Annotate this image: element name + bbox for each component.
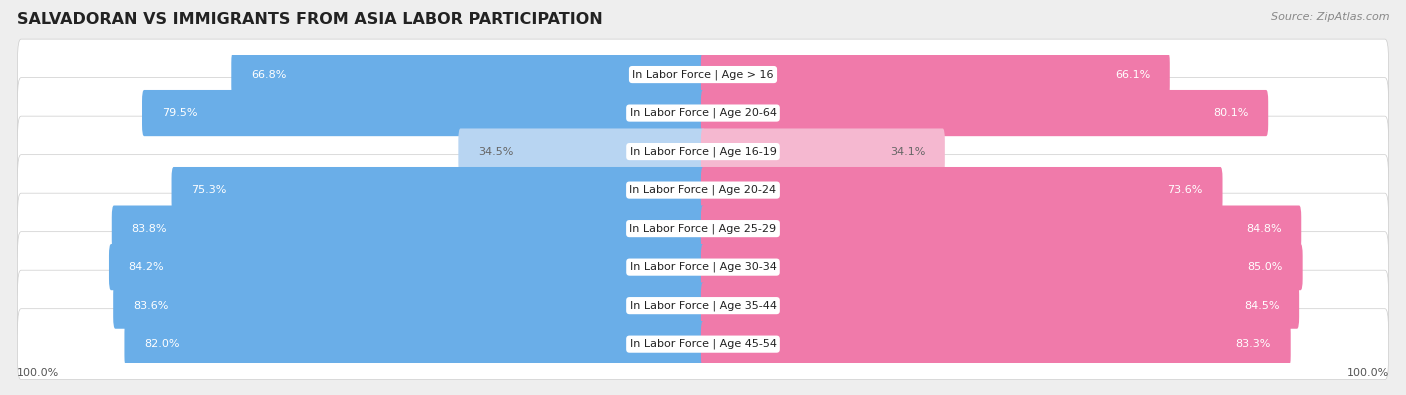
Text: 75.3%: 75.3% [191, 185, 226, 195]
FancyBboxPatch shape [17, 232, 1389, 303]
Text: Source: ZipAtlas.com: Source: ZipAtlas.com [1271, 12, 1389, 22]
Text: 83.6%: 83.6% [134, 301, 169, 310]
FancyBboxPatch shape [112, 205, 704, 252]
Text: 79.5%: 79.5% [162, 108, 197, 118]
FancyBboxPatch shape [112, 282, 704, 329]
Text: 83.3%: 83.3% [1236, 339, 1271, 349]
FancyBboxPatch shape [700, 282, 1299, 329]
Text: 66.1%: 66.1% [1115, 70, 1150, 79]
FancyBboxPatch shape [17, 39, 1389, 110]
FancyBboxPatch shape [172, 167, 704, 213]
Text: In Labor Force | Age > 16: In Labor Force | Age > 16 [633, 69, 773, 80]
Text: In Labor Force | Age 30-34: In Labor Force | Age 30-34 [630, 262, 776, 273]
FancyBboxPatch shape [110, 244, 704, 290]
Text: In Labor Force | Age 35-44: In Labor Force | Age 35-44 [630, 300, 776, 311]
Text: 80.1%: 80.1% [1213, 108, 1249, 118]
Text: 82.0%: 82.0% [145, 339, 180, 349]
FancyBboxPatch shape [700, 51, 1170, 98]
Text: 34.1%: 34.1% [890, 147, 925, 156]
FancyBboxPatch shape [232, 51, 704, 98]
FancyBboxPatch shape [700, 90, 1268, 136]
FancyBboxPatch shape [700, 167, 1222, 213]
FancyBboxPatch shape [17, 116, 1389, 187]
FancyBboxPatch shape [142, 90, 704, 136]
FancyBboxPatch shape [17, 193, 1389, 264]
FancyBboxPatch shape [17, 155, 1389, 226]
Text: 83.8%: 83.8% [132, 224, 167, 233]
FancyBboxPatch shape [17, 78, 1389, 149]
Text: In Labor Force | Age 20-64: In Labor Force | Age 20-64 [630, 108, 776, 118]
Text: SALVADORAN VS IMMIGRANTS FROM ASIA LABOR PARTICIPATION: SALVADORAN VS IMMIGRANTS FROM ASIA LABOR… [17, 12, 603, 27]
FancyBboxPatch shape [700, 244, 1303, 290]
Text: 34.5%: 34.5% [478, 147, 513, 156]
FancyBboxPatch shape [17, 309, 1389, 380]
FancyBboxPatch shape [700, 205, 1302, 252]
Text: 84.8%: 84.8% [1246, 224, 1282, 233]
Text: In Labor Force | Age 45-54: In Labor Force | Age 45-54 [630, 339, 776, 350]
FancyBboxPatch shape [125, 321, 704, 367]
Text: In Labor Force | Age 16-19: In Labor Force | Age 16-19 [630, 146, 776, 157]
FancyBboxPatch shape [17, 270, 1389, 341]
Text: In Labor Force | Age 20-24: In Labor Force | Age 20-24 [630, 185, 776, 196]
Text: 84.2%: 84.2% [129, 262, 165, 272]
Text: 100.0%: 100.0% [17, 368, 59, 378]
FancyBboxPatch shape [700, 321, 1291, 367]
Text: In Labor Force | Age 25-29: In Labor Force | Age 25-29 [630, 223, 776, 234]
FancyBboxPatch shape [700, 128, 945, 175]
Text: 66.8%: 66.8% [252, 70, 287, 79]
Text: 100.0%: 100.0% [1347, 368, 1389, 378]
Text: 85.0%: 85.0% [1247, 262, 1282, 272]
FancyBboxPatch shape [458, 128, 706, 175]
Text: 73.6%: 73.6% [1167, 185, 1204, 195]
Text: 84.5%: 84.5% [1244, 301, 1279, 310]
